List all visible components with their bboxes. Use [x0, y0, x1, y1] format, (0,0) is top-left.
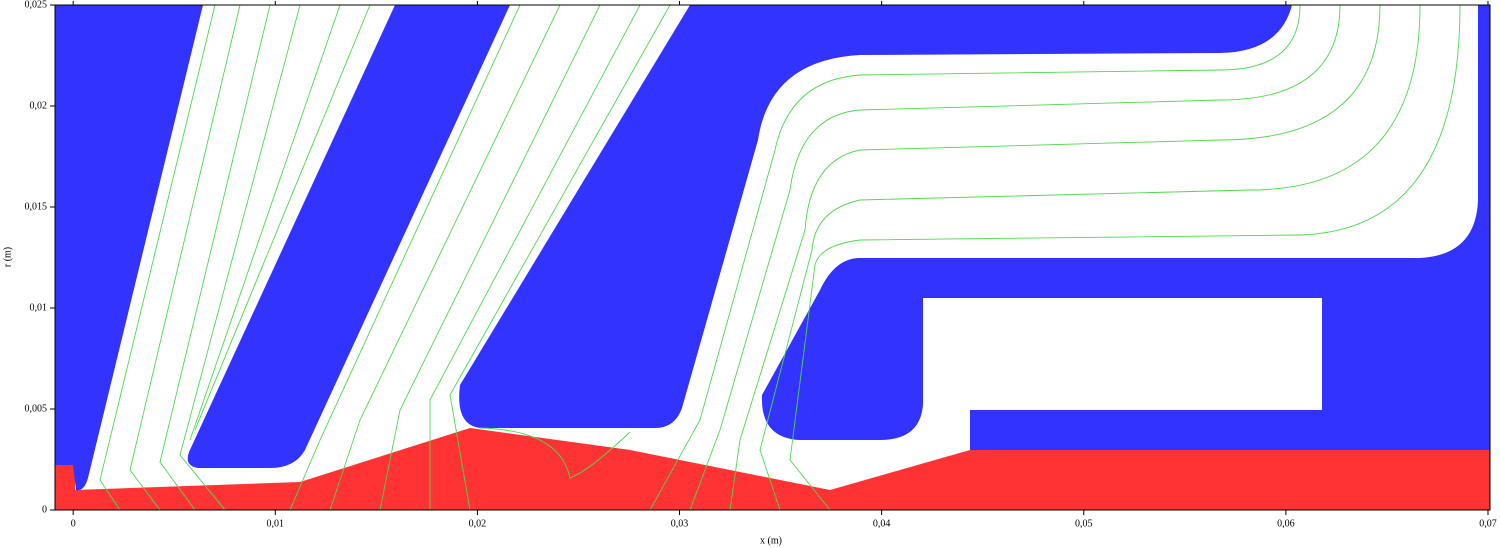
electrode: [459, 5, 1293, 428]
x-tick-label: 0,07: [1479, 518, 1497, 529]
y-tick-label: 0,005: [25, 403, 48, 414]
y-tick-label: 0,025: [25, 0, 48, 10]
frame: [54, 4, 1491, 511]
x-tick-label: 0,02: [469, 518, 487, 529]
plot-area: [54, 4, 1491, 511]
x-tick-label: 0,01: [267, 518, 285, 529]
x-tick-label: 0,05: [1075, 518, 1093, 529]
x-tick-label: 0,03: [671, 518, 689, 529]
x-tick-label: 0: [71, 518, 76, 529]
x-tick-label: 0,06: [1277, 518, 1295, 529]
electrode: [55, 5, 203, 491]
y-tick-label: 0: [42, 504, 47, 515]
beam: [55, 428, 1490, 510]
x-axis-label: x (m): [760, 535, 782, 546]
electrode: [187, 5, 510, 468]
y-axis-label: r (m): [2, 247, 13, 267]
x-tick-label: 0,04: [873, 518, 891, 529]
y-tick-label: 0,01: [30, 302, 48, 313]
equipotentials: [99, 4, 1461, 511]
electrode: [761, 5, 1490, 450]
y-tick-label: 0,02: [30, 100, 48, 111]
y-tick-label: 0,015: [25, 201, 48, 212]
